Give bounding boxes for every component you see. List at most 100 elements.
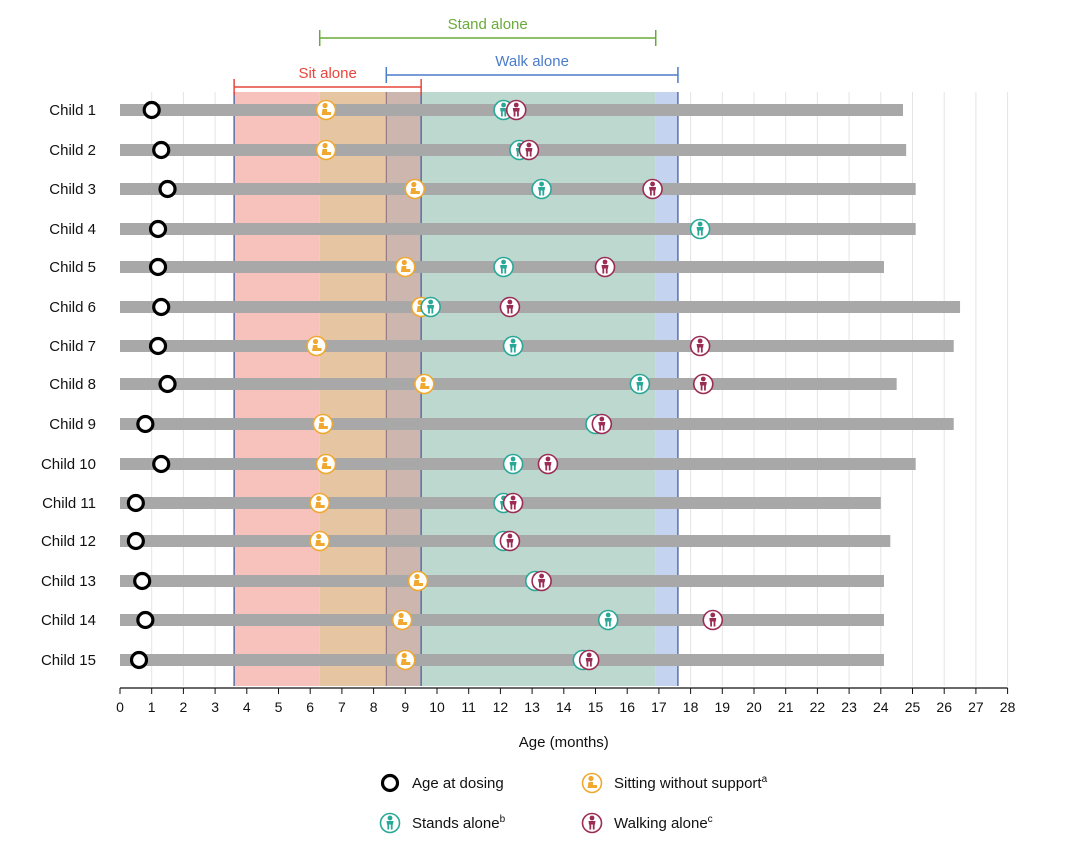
walk-marker bbox=[578, 649, 600, 671]
stand-icon-body bbox=[509, 344, 517, 348]
legend-item-walk: Walking alonec bbox=[581, 812, 713, 834]
dosing-marker bbox=[148, 219, 168, 239]
dosing-marker bbox=[148, 336, 168, 356]
stand-icon-body bbox=[709, 618, 717, 622]
x-tick-label: 19 bbox=[715, 699, 731, 715]
x-tick-label: 10 bbox=[429, 699, 445, 715]
dosing-marker bbox=[142, 100, 161, 120]
stand-icon-body bbox=[649, 187, 657, 191]
sit-icon-head bbox=[398, 612, 404, 619]
dosing-marker bbox=[152, 297, 171, 317]
stand-icon-leg bbox=[700, 347, 703, 353]
stand-icon-head bbox=[510, 338, 516, 344]
milestone-markers bbox=[126, 99, 724, 671]
dosing-marker bbox=[158, 179, 177, 199]
sit-marker bbox=[315, 99, 337, 121]
x-tick-label: 7 bbox=[338, 699, 346, 715]
stand-icon-leg bbox=[390, 824, 393, 830]
walk-marker bbox=[702, 609, 724, 631]
stand-icon-body bbox=[696, 344, 704, 348]
stand-icon-leg bbox=[500, 504, 503, 510]
sit-icon-body bbox=[312, 345, 322, 351]
timeline-bar bbox=[120, 183, 916, 195]
x-tick-label: 20 bbox=[746, 699, 762, 715]
sit-marker bbox=[404, 178, 426, 200]
row-label: Child 5 bbox=[49, 259, 96, 276]
x-tick-label: 24 bbox=[873, 699, 889, 715]
stand-icon-body bbox=[500, 108, 508, 112]
stand-icon-leg bbox=[542, 190, 545, 196]
walk-marker bbox=[505, 99, 527, 121]
sit-marker bbox=[414, 373, 435, 395]
x-tick-label: 1 bbox=[148, 699, 156, 715]
stand-icon-head bbox=[545, 456, 551, 462]
row-label: Child 3 bbox=[49, 181, 96, 198]
sit-icon-body bbox=[413, 580, 423, 586]
x-tick-label: 21 bbox=[778, 699, 794, 715]
stand-icon-body bbox=[509, 462, 517, 466]
stand-icon-leg bbox=[548, 465, 551, 471]
stand-icon-leg bbox=[387, 824, 390, 830]
sit-icon-body bbox=[321, 463, 332, 469]
stand-marker bbox=[597, 609, 619, 631]
stand-icon-head bbox=[637, 376, 643, 382]
stand-icon-leg bbox=[516, 151, 519, 157]
stand-icon-body bbox=[598, 422, 606, 426]
stand-icon-head bbox=[501, 259, 506, 265]
dosing-marker bbox=[152, 454, 171, 474]
sit-icon-body bbox=[419, 383, 430, 389]
walk-marker bbox=[499, 296, 521, 318]
sit-alone-bracket: Sit alone bbox=[233, 65, 422, 95]
walk-marker bbox=[689, 335, 711, 357]
window-brackets: Stand alone Walk alone Sit alone bbox=[233, 16, 679, 95]
legend-label-superscript: c bbox=[708, 814, 713, 825]
stand-icon-leg bbox=[589, 661, 592, 667]
stand-icon-leg bbox=[504, 111, 507, 117]
stand-icon-head bbox=[602, 259, 608, 265]
sit-icon-body bbox=[315, 540, 325, 546]
stand-icon-leg bbox=[710, 621, 712, 627]
stand-icon-body bbox=[604, 618, 612, 622]
row-label: Child 11 bbox=[42, 495, 96, 512]
x-tick-label: 26 bbox=[936, 699, 952, 715]
timeline-bar bbox=[120, 654, 884, 666]
x-tick-label: 18 bbox=[683, 699, 699, 715]
stand-icon-body bbox=[538, 187, 546, 191]
stand-icon-head bbox=[700, 376, 706, 382]
dosing-marker bbox=[126, 493, 145, 513]
stand-alone-bracket-label: Stand alone bbox=[448, 16, 528, 33]
dosing-marker bbox=[126, 531, 145, 551]
stand-icon-leg bbox=[602, 268, 605, 274]
stand-icon-leg bbox=[649, 190, 652, 196]
dosing-marker bbox=[133, 571, 152, 591]
stand-icon-leg bbox=[700, 385, 703, 391]
x-tick-label: 23 bbox=[841, 699, 857, 715]
stand-marker bbox=[531, 178, 552, 200]
row-label: Child 2 bbox=[49, 142, 96, 159]
legend-item-dosing: Age at dosing bbox=[380, 773, 504, 793]
stand-icon-leg bbox=[428, 308, 430, 314]
row-label: Child 4 bbox=[49, 221, 96, 238]
row-label: Child 7 bbox=[49, 338, 96, 355]
walk-marker bbox=[591, 413, 613, 435]
stand-icon-body bbox=[585, 658, 593, 662]
stand-icon-body bbox=[588, 821, 596, 825]
x-tick-label: 9 bbox=[401, 699, 409, 715]
sit-icon-body bbox=[400, 266, 411, 272]
x-tick-label: 2 bbox=[180, 699, 188, 715]
sit-icon-head bbox=[414, 573, 420, 580]
legend-label-text: Sitting without support bbox=[614, 775, 762, 792]
stand-icon-leg bbox=[539, 190, 541, 196]
stand-icon-leg bbox=[510, 465, 513, 471]
stand-icon-leg bbox=[431, 308, 434, 314]
sit-marker bbox=[309, 530, 331, 552]
sit-marker bbox=[312, 413, 334, 435]
timeline-bar bbox=[120, 301, 961, 313]
x-tick-label: 4 bbox=[243, 699, 251, 715]
legend-item-stand: Stands aloneb bbox=[379, 812, 506, 834]
timeline-bar bbox=[120, 340, 954, 352]
x-tick-label: 8 bbox=[370, 699, 378, 715]
stand-icon-head bbox=[589, 815, 595, 821]
legend-label: Stands aloneb bbox=[412, 814, 506, 832]
walk-marker bbox=[642, 178, 663, 200]
